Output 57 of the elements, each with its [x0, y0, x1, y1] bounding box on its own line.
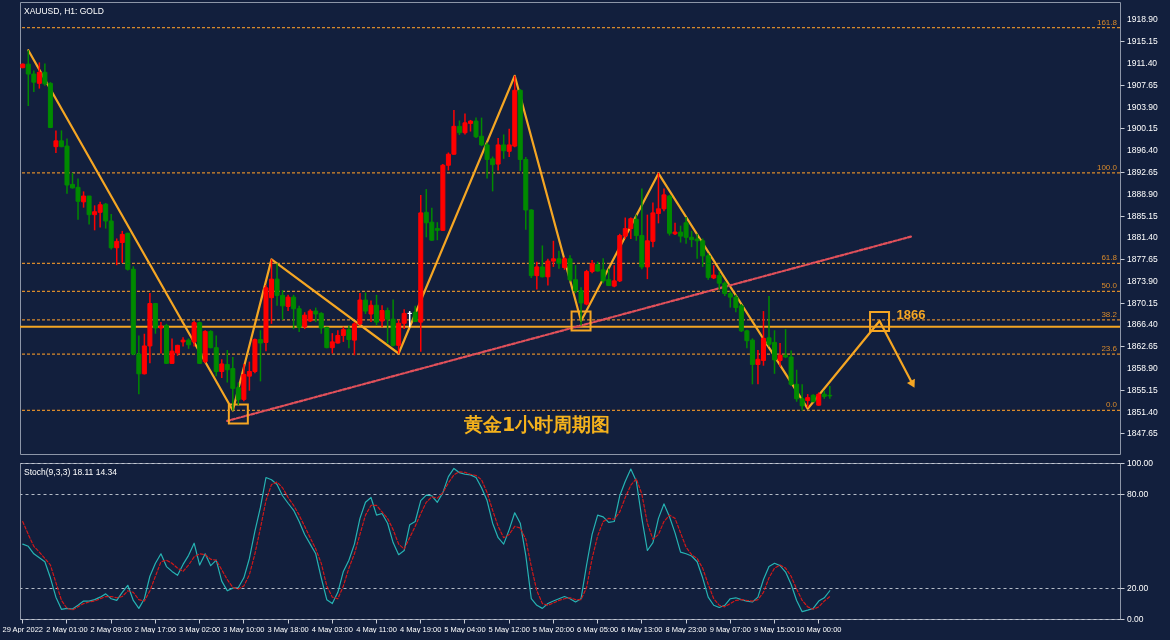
point — [869, 311, 891, 333]
y-tick-label: 1855.15 — [1127, 384, 1158, 395]
y-tick-label: 20.00 — [1127, 582, 1149, 593]
y-tick-label: 0.00 — [1127, 614, 1144, 624]
y-tick-label: 1866.40 — [1127, 319, 1158, 330]
y-tick-label: 1851.40 — [1127, 406, 1158, 417]
y-tick-label: 1881.40 — [1127, 232, 1158, 243]
candlestick — [777, 342, 783, 368]
y-tick-label: 1900.15 — [1127, 123, 1158, 134]
candlestick — [86, 195, 92, 226]
y-tick-label: 1847.65 — [1127, 428, 1158, 439]
candlestick — [556, 249, 562, 270]
y-tick-label: 100.00 — [1127, 458, 1154, 468]
candlestick — [346, 324, 352, 350]
y-tick-label: 1885.15 — [1127, 210, 1158, 221]
y-tick-label: 1888.90 — [1127, 188, 1158, 199]
chart-title: XAUUSD, H1: GOLD — [24, 6, 104, 16]
annotation: 50.0 — [1101, 281, 1118, 291]
candlestick — [368, 299, 374, 323]
y-tick-label: 1873.90 — [1127, 275, 1158, 286]
candlestick — [158, 321, 164, 355]
y-tick-label: 1896.40 — [1127, 145, 1158, 156]
point — [227, 403, 249, 425]
candlestick — [257, 329, 263, 383]
y-tick-label: 1918.90 — [1127, 14, 1158, 25]
y-tick-label: 1915.15 — [1127, 36, 1158, 47]
text: Stoch(9,3,3) 18.11 14.34 — [24, 467, 118, 477]
candlestick — [36, 61, 42, 90]
ref-line-label: 1866 — [896, 306, 926, 322]
y-tick-label: 1877.65 — [1127, 254, 1158, 265]
y-tick-label: 1862.65 — [1127, 341, 1158, 352]
candlestick — [191, 320, 197, 348]
annotation: 61.8 — [1101, 253, 1118, 263]
annotation: 23.6 — [1101, 344, 1118, 354]
candlestick — [219, 358, 225, 379]
candlestick — [362, 291, 368, 315]
candlestick — [374, 294, 380, 327]
candlestick — [539, 244, 545, 279]
y-tick-label: 1870.15 — [1127, 297, 1158, 308]
y-tick-label: 1907.65 — [1127, 79, 1158, 90]
annotation: 38.2 — [1101, 309, 1118, 319]
candlestick — [495, 137, 501, 172]
y-tick-label: 1858.90 — [1127, 363, 1158, 374]
annotation: 161.8 — [1096, 17, 1118, 27]
y-tick-label: 1911.40 — [1127, 58, 1158, 68]
candlestick — [501, 133, 507, 160]
y-tick-label: 80.00 — [1127, 489, 1149, 500]
candlestick — [534, 260, 540, 291]
y-tick-label: 1903.90 — [1127, 101, 1158, 112]
candlestick — [53, 129, 59, 154]
annotation: 0.0 — [1105, 400, 1118, 410]
y-tick-label: 1892.65 — [1127, 166, 1158, 177]
candlestick — [672, 222, 678, 236]
candlestick — [379, 304, 385, 329]
annotation: 100.0 — [1096, 162, 1118, 172]
annotation: 黄金1小时周期图 — [462, 412, 611, 435]
point — [570, 310, 592, 332]
